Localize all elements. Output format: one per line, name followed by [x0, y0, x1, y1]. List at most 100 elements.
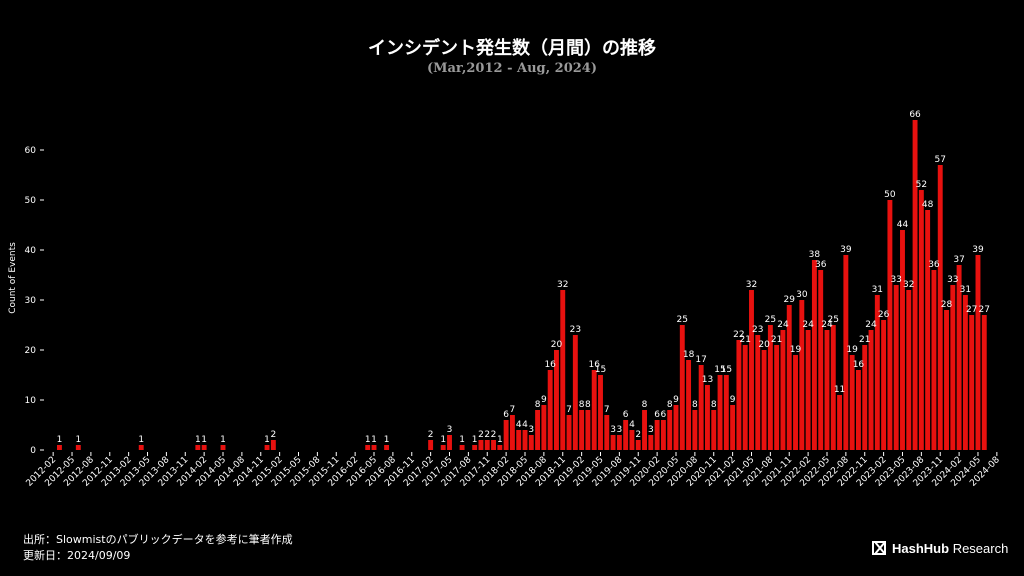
brand-hash: Hash [892, 540, 924, 556]
bar-value-label: 2 [635, 430, 641, 440]
bar-value-label: 24 [802, 320, 814, 330]
bar [635, 440, 641, 450]
bar-value-label: 1 [497, 435, 503, 445]
bar-value-label: 29 [784, 295, 796, 305]
bar-value-label: 32 [557, 280, 568, 290]
bar [623, 420, 629, 450]
bar-value-label: 8 [711, 400, 717, 410]
bar [736, 340, 742, 450]
bar-value-label: 1 [201, 435, 207, 445]
bar [371, 445, 377, 450]
bar [711, 410, 717, 450]
bar-value-label: 8 [585, 400, 591, 410]
bar [755, 335, 761, 450]
y-tick-label: 10 [25, 396, 37, 406]
bar-value-label: 13 [702, 375, 713, 385]
bar-value-label: 36 [928, 260, 940, 270]
bar [749, 290, 754, 450]
bar [956, 265, 962, 450]
bar [849, 355, 855, 450]
bar-value-label: 8 [642, 400, 648, 410]
bar [900, 230, 905, 450]
bar [566, 415, 572, 450]
bar-value-label: 15 [721, 365, 732, 375]
bar-value-label: 4 [516, 420, 522, 430]
bar-value-label: 1 [440, 435, 446, 445]
y-tick-label: 40 [25, 246, 37, 256]
bar-value-label: 6 [661, 410, 667, 420]
update-date: 更新日：2024/09/09 [23, 549, 131, 562]
bar-value-label: 3 [447, 425, 453, 435]
bar-value-label: 7 [566, 405, 572, 415]
source-note: 出所：Slowmistのパブリックデータを参考に筆者作成 [23, 533, 293, 546]
bar [780, 330, 786, 450]
bar [535, 410, 541, 450]
bar-value-label: 33 [947, 275, 958, 285]
bar [478, 440, 484, 450]
bar [516, 430, 522, 450]
bar-value-label: 31 [872, 285, 883, 295]
bar [201, 445, 207, 450]
bar [642, 410, 647, 450]
bar-value-label: 2 [428, 430, 434, 440]
bar [805, 330, 811, 450]
bar-value-label: 21 [859, 335, 870, 345]
bar [616, 435, 622, 450]
bar [918, 190, 924, 450]
bar [384, 445, 390, 450]
bar-value-label: 3 [528, 425, 534, 435]
bar-value-label: 19 [790, 345, 802, 355]
bar-value-label: 32 [903, 280, 914, 290]
bar-value-label: 32 [746, 280, 757, 290]
bar [428, 440, 434, 450]
bar-value-label: 21 [739, 335, 750, 345]
bars-group [56, 120, 987, 450]
hashhub-logo-icon [872, 541, 886, 555]
bar-value-label: 1 [220, 435, 226, 445]
bar-value-label: 16 [588, 360, 600, 370]
bar-value-label: 2 [491, 430, 497, 440]
bar-value-label: 48 [922, 200, 934, 210]
brand-research: Research [949, 540, 1009, 556]
bar [837, 395, 843, 450]
bar-value-label: 1 [365, 435, 371, 445]
bar [572, 335, 578, 450]
bar [862, 345, 868, 450]
bar [962, 295, 968, 450]
bar-value-label: 6 [654, 410, 660, 420]
bar [868, 330, 874, 450]
bar-value-label: 3 [648, 425, 654, 435]
bar [824, 330, 830, 450]
bar [629, 430, 635, 450]
bar [887, 200, 893, 450]
bar-value-label: 6 [623, 410, 629, 420]
bar [440, 445, 446, 450]
bar [704, 385, 710, 450]
bar [686, 360, 692, 450]
x-axis: 2012-022012-052012-082012-112013-022013-… [25, 452, 1002, 489]
bar-value-label: 21 [771, 335, 782, 345]
bar [767, 325, 773, 450]
bar-value-label: 2 [478, 430, 484, 440]
bar-value-label: 24 [777, 320, 789, 330]
chart-subtitle: (Mar,2012 - Aug, 2024) [426, 61, 598, 76]
bar-value-label: 33 [890, 275, 901, 285]
bar-value-label: 7 [604, 405, 610, 415]
bar-value-label: 36 [815, 260, 827, 270]
bar [447, 435, 452, 450]
bar [981, 315, 987, 450]
bar [522, 430, 528, 450]
bar [874, 295, 880, 450]
bar [950, 285, 956, 450]
bar [717, 375, 723, 450]
bar [698, 365, 704, 450]
bar-value-label: 26 [878, 310, 890, 320]
bar [528, 435, 534, 450]
bar-value-label: 1 [75, 435, 81, 445]
bar-value-label: 20 [551, 340, 563, 350]
bar-value-label: 1 [195, 435, 201, 445]
bar [591, 370, 597, 450]
bar-value-label: 38 [809, 250, 821, 260]
bar [459, 445, 465, 450]
